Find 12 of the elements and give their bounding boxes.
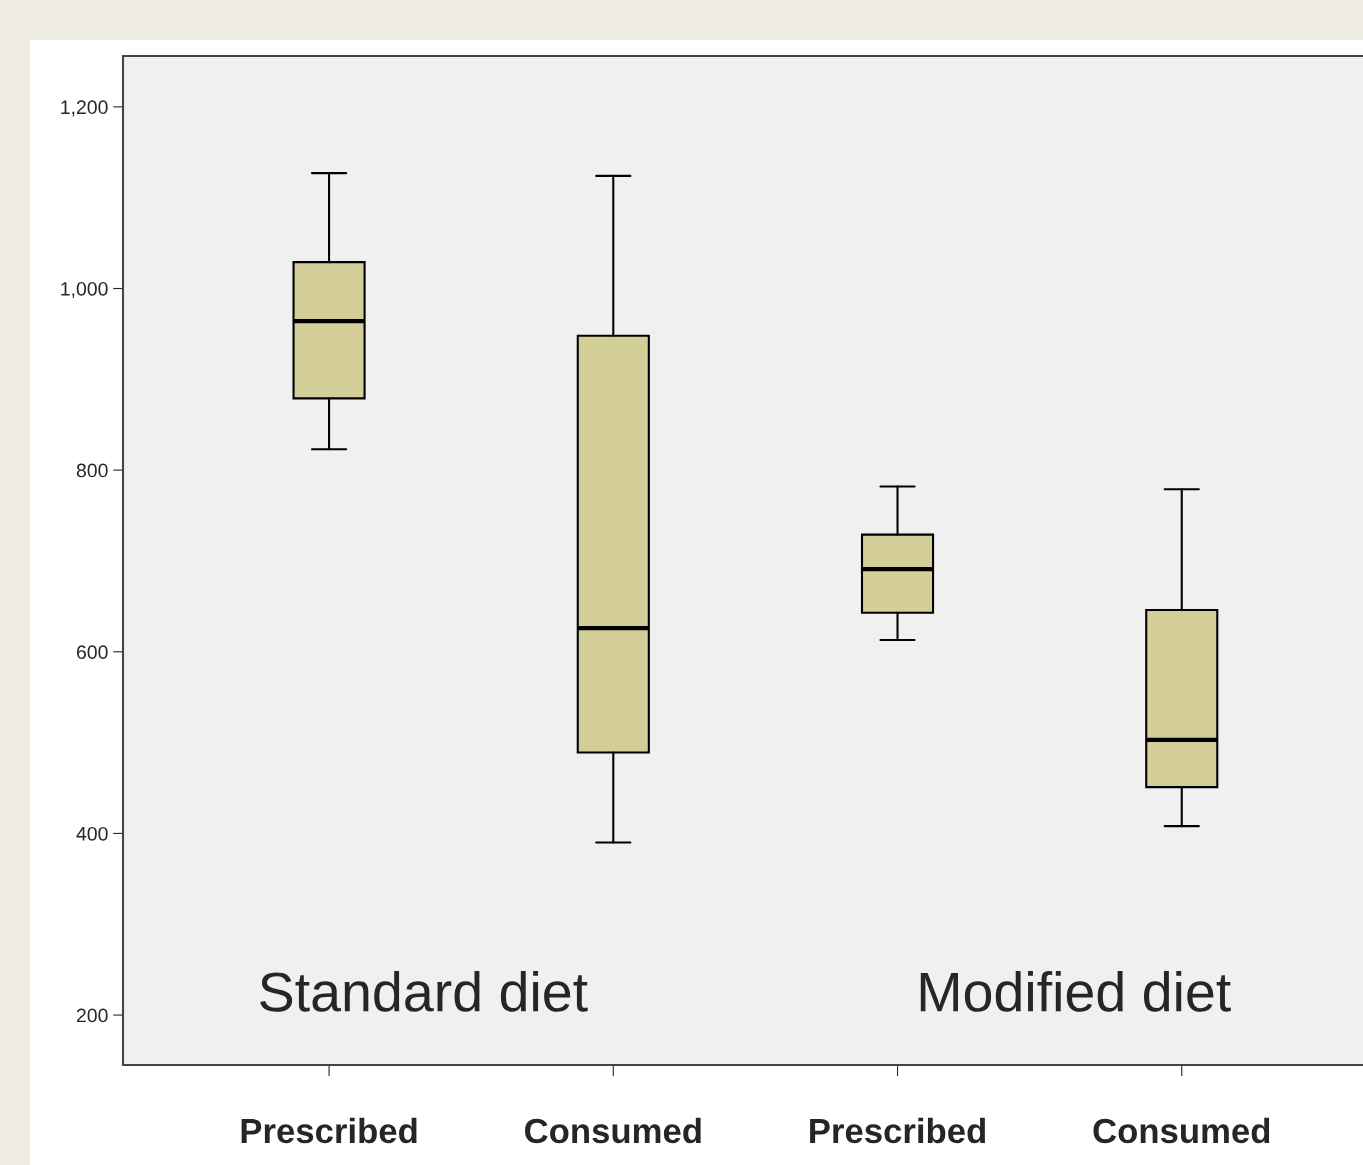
x-tick-label: Prescribed	[810, 1117, 985, 1144]
annotation: Standard diet	[260, 970, 588, 1012]
y-tick-label: 200	[76, 1008, 108, 1023]
y-tick-label: 1,200	[61, 100, 108, 117]
y-tick-label: 1,000	[61, 281, 108, 299]
annotation: Modified diet	[920, 970, 1231, 1012]
y-tick-label: 400	[76, 826, 108, 841]
x-tick-label: Consumed	[525, 1117, 701, 1144]
y-tick-label: 600	[76, 645, 108, 660]
x-tick-label: Consumed	[1093, 1117, 1270, 1144]
x-tick-label: Prescribed	[241, 1117, 417, 1144]
y-tick-label: 800	[76, 463, 108, 478]
